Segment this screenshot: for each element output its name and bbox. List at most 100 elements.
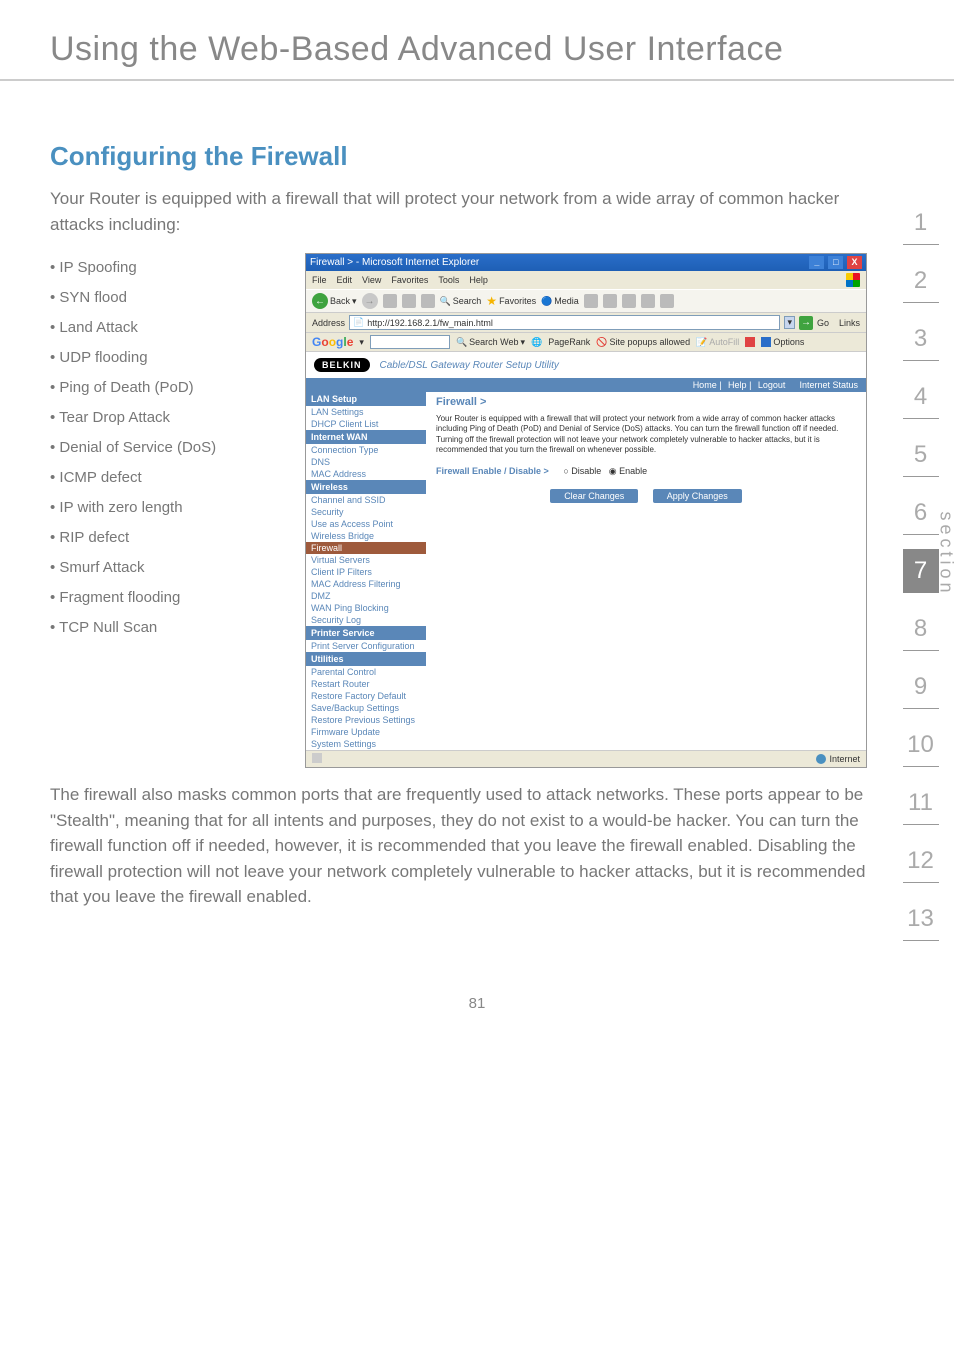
ie-menus: File Edit View Favorites Tools Help: [312, 275, 498, 285]
menu-favorites[interactable]: Favorites: [391, 275, 428, 285]
news-button[interactable]: 🌐: [531, 337, 542, 348]
nav-item-connection-type[interactable]: Connection Type: [306, 444, 426, 456]
section-tab-1[interactable]: 1: [903, 201, 939, 245]
nav-item-mac-address-filtering[interactable]: MAC Address Filtering: [306, 578, 426, 590]
nav-item-firmware-update[interactable]: Firmware Update: [306, 726, 426, 738]
media-button[interactable]: 🔵Media: [541, 296, 579, 307]
ie-statusbar: Internet: [306, 750, 866, 767]
section-tab-11[interactable]: 11: [903, 781, 939, 825]
section-tab-3[interactable]: 3: [903, 317, 939, 361]
belkin-logo: BELKIN: [314, 358, 370, 372]
globe-icon: [816, 754, 826, 764]
nav-item-security[interactable]: Security: [306, 506, 426, 518]
nav-item-restart-router[interactable]: Restart Router: [306, 678, 426, 690]
blocker-icon[interactable]: [745, 337, 755, 347]
attack-item: Smurf Attack: [50, 553, 285, 583]
bar-logout[interactable]: Logout: [758, 380, 786, 390]
options-icon: [761, 337, 771, 347]
back-button[interactable]: ←Back ▾: [312, 293, 357, 309]
go-button[interactable]: →: [799, 316, 813, 330]
nav-item-dhcp-client-list[interactable]: DHCP Client List: [306, 418, 426, 430]
bar-status[interactable]: Internet Status: [799, 380, 858, 390]
url-input[interactable]: 📄http://192.168.2.1/fw_main.html: [349, 315, 780, 330]
status-left: [312, 753, 322, 765]
ie-menubar: File Edit View Favorites Tools Help: [306, 271, 866, 289]
intro-paragraph: Your Router is equipped with a firewall …: [50, 186, 867, 237]
section-tab-12[interactable]: 12: [903, 839, 939, 883]
section-tab-8[interactable]: 8: [903, 607, 939, 651]
search-web-button[interactable]: 🔍Search Web ▾: [456, 337, 525, 348]
discuss-icon[interactable]: [660, 294, 674, 308]
nav-item-mac-address[interactable]: MAC Address: [306, 468, 426, 480]
nav-item-virtual-servers[interactable]: Virtual Servers: [306, 554, 426, 566]
menu-edit[interactable]: Edit: [337, 275, 353, 285]
menu-tools[interactable]: Tools: [438, 275, 459, 285]
nav-item-security-log[interactable]: Security Log: [306, 614, 426, 626]
nav-item-parental-control[interactable]: Parental Control: [306, 666, 426, 678]
mail-icon[interactable]: [603, 294, 617, 308]
close-button[interactable]: X: [847, 256, 862, 269]
nav-item-firewall[interactable]: Firewall: [306, 542, 426, 554]
attack-item: IP Spoofing: [50, 253, 285, 283]
nav-item-wireless-bridge[interactable]: Wireless Bridge: [306, 530, 426, 542]
breadcrumb: Firewall >: [436, 396, 856, 408]
nav-item-print-server-configuration[interactable]: Print Server Configuration: [306, 640, 426, 652]
nav-item-restore-previous-settings[interactable]: Restore Previous Settings: [306, 714, 426, 726]
enable-radio[interactable]: ◉ Enable: [609, 466, 647, 476]
print-icon[interactable]: [622, 294, 636, 308]
edit-icon[interactable]: [641, 294, 655, 308]
nav-item-use-as-access-point[interactable]: Use as Access Point: [306, 518, 426, 530]
nav-item-wan-ping-blocking[interactable]: WAN Ping Blocking: [306, 602, 426, 614]
bar-home[interactable]: Home: [693, 380, 717, 390]
stop-icon[interactable]: [383, 294, 397, 308]
disable-radio[interactable]: ○ Disable: [563, 466, 601, 476]
section-tab-13[interactable]: 13: [903, 897, 939, 941]
nav-item-channel-and-ssid[interactable]: Channel and SSID: [306, 494, 426, 506]
options-button[interactable]: Options: [761, 337, 804, 347]
links-label[interactable]: Links: [839, 318, 860, 328]
autofill-button[interactable]: 📝AutoFill: [696, 337, 739, 348]
nav-header-utilities: Utilities: [306, 652, 426, 666]
status-icon: [312, 753, 322, 763]
nav-item-save-backup-settings[interactable]: Save/Backup Settings: [306, 702, 426, 714]
bar-help[interactable]: Help: [728, 380, 747, 390]
apply-changes-button[interactable]: Apply Changes: [653, 489, 742, 503]
pagerank-button[interactable]: PageRank: [548, 337, 590, 347]
google-search-input[interactable]: [370, 335, 450, 349]
section-tab-10[interactable]: 10: [903, 723, 939, 767]
windows-logo-icon: [846, 273, 860, 287]
section-tab-9[interactable]: 9: [903, 665, 939, 709]
page-number: 81: [0, 955, 954, 1032]
nav-item-lan-settings[interactable]: LAN Settings: [306, 406, 426, 418]
nav-item-restore-factory-default[interactable]: Restore Factory Default: [306, 690, 426, 702]
nav-item-dmz[interactable]: DMZ: [306, 590, 426, 602]
minimize-button[interactable]: _: [809, 256, 824, 269]
menu-help[interactable]: Help: [469, 275, 488, 285]
popups-button[interactable]: 🚫Site popups allowed: [596, 337, 690, 348]
url-dropdown-icon[interactable]: ▾: [784, 316, 795, 329]
nav-item-client-ip-filters[interactable]: Client IP Filters: [306, 566, 426, 578]
refresh-icon[interactable]: [402, 294, 416, 308]
closing-paragraph: The firewall also masks common ports tha…: [50, 782, 867, 910]
menu-file[interactable]: File: [312, 275, 327, 285]
section-tab-2[interactable]: 2: [903, 259, 939, 303]
history-icon[interactable]: [584, 294, 598, 308]
disable-label: Disable: [571, 466, 601, 476]
nav-item-dns[interactable]: DNS: [306, 456, 426, 468]
section-tab-7[interactable]: 7: [903, 549, 939, 593]
home-icon[interactable]: [421, 294, 435, 308]
section-tab-6[interactable]: 6: [903, 491, 939, 535]
router-buttons: Clear Changes Apply Changes: [436, 489, 856, 503]
favorites-button[interactable]: ★Favorites: [486, 294, 536, 308]
search-web-label: Search Web: [469, 337, 518, 347]
menu-view[interactable]: View: [362, 275, 381, 285]
forward-button[interactable]: →: [362, 293, 378, 309]
section-tab-5[interactable]: 5: [903, 433, 939, 477]
search-button[interactable]: 🔍Search: [440, 296, 482, 307]
body-row: IP SpoofingSYN floodLand AttackUDP flood…: [50, 253, 867, 768]
section-tab-4[interactable]: 4: [903, 375, 939, 419]
clear-changes-button[interactable]: Clear Changes: [550, 489, 638, 503]
section-tabs: section 12345678910111213: [887, 81, 954, 955]
nav-item-system-settings[interactable]: System Settings: [306, 738, 426, 750]
maximize-button[interactable]: □: [828, 256, 843, 269]
